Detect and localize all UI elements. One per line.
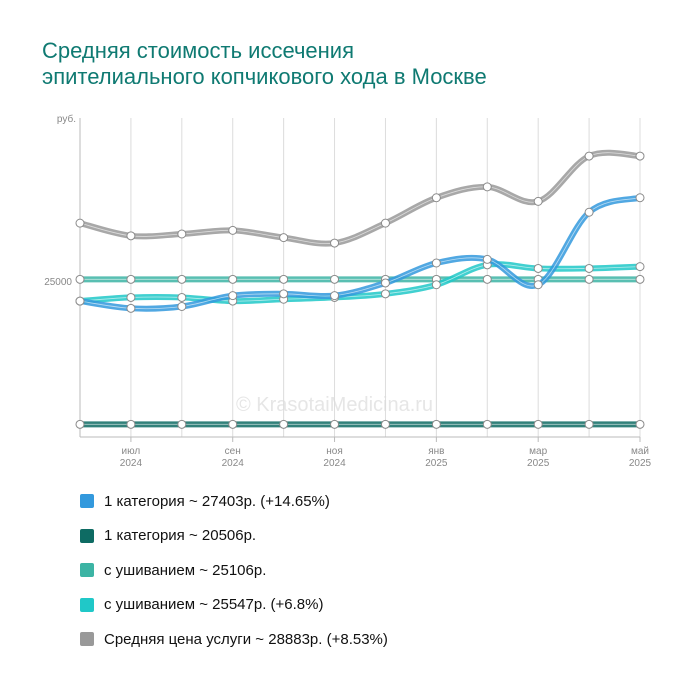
x-tick-label-month: май	[631, 446, 649, 457]
legend-label: с ушиванием ~ 25547р. (+6.8%)	[104, 596, 324, 614]
data-point	[126, 231, 136, 241]
data-point	[279, 233, 289, 243]
data-point	[635, 274, 645, 284]
x-tick-label-year: 2024	[323, 458, 346, 469]
data-point	[431, 258, 441, 268]
data-point	[635, 262, 645, 272]
data-point	[482, 419, 492, 429]
x-tick-label-year: 2025	[527, 458, 550, 469]
legend-swatch	[80, 494, 94, 509]
legend-label: с ушиванием ~ 25106р.	[104, 561, 267, 579]
data-point	[380, 278, 390, 288]
legend-swatch	[80, 563, 94, 578]
data-point	[228, 419, 238, 429]
data-point	[228, 225, 238, 235]
legend-swatch	[80, 597, 94, 612]
legend-label: 1 категория ~ 20506р.	[104, 527, 257, 545]
data-point	[177, 419, 187, 429]
legend-item: с ушиванием ~ 25547р. (+6.8%)	[80, 588, 388, 623]
data-point	[584, 151, 594, 161]
legend-label: Средняя цена услуги ~ 28883р. (+8.53%)	[104, 630, 388, 648]
x-tick-label-month: июл	[122, 446, 141, 457]
legend-swatch	[80, 632, 94, 647]
legend-item: с ушиванием ~ 25106р.	[80, 553, 388, 588]
data-point	[584, 263, 594, 273]
data-point	[279, 274, 289, 284]
data-point	[75, 274, 85, 284]
legend: 1 категория ~ 27403р. (+14.65%) 1 категор…	[80, 484, 388, 657]
x-tick-label-month: ноя	[326, 446, 343, 457]
data-point	[533, 280, 543, 290]
x-tick-label-year: 2025	[425, 458, 448, 469]
data-point	[177, 292, 187, 302]
y-axis-unit-label: руб.	[57, 113, 76, 125]
data-point	[584, 207, 594, 217]
data-point	[177, 274, 187, 284]
series-line	[77, 194, 643, 312]
y-tick-label: 25000	[44, 277, 72, 288]
data-point	[279, 289, 289, 299]
data-point	[177, 229, 187, 239]
data-point	[431, 280, 441, 290]
data-point	[228, 291, 238, 301]
x-tick-label-month: сен	[225, 446, 241, 457]
series-line-highlight	[79, 152, 641, 245]
data-point	[330, 238, 340, 248]
data-point	[482, 254, 492, 264]
legend-item: Средняя цена услуги ~ 28883р. (+8.53%)	[80, 622, 388, 657]
data-point	[380, 218, 390, 228]
data-point	[431, 419, 441, 429]
data-point	[177, 302, 187, 311]
legend-swatch	[80, 528, 94, 543]
x-tick-label-year: 2025	[629, 458, 652, 469]
data-point	[533, 263, 543, 273]
x-tick-label-month: мар	[529, 446, 547, 457]
data-point	[126, 292, 136, 302]
legend-label: 1 категория ~ 27403р. (+14.65%)	[104, 492, 330, 510]
x-tick-label-month: янв	[428, 446, 444, 457]
data-point	[228, 274, 238, 284]
data-point	[75, 296, 85, 306]
data-point	[635, 419, 645, 429]
chart-title-line-2: эпителиального копчикового хода в Москве	[42, 64, 487, 89]
data-point	[482, 182, 492, 192]
x-tick-label-year: 2024	[222, 458, 245, 469]
data-point	[584, 419, 594, 429]
data-point	[330, 291, 340, 301]
data-point	[330, 274, 340, 284]
data-point	[635, 151, 645, 161]
data-point	[330, 419, 340, 429]
data-point	[75, 419, 85, 429]
data-point	[380, 289, 390, 299]
x-tick-label-year: 2024	[120, 458, 143, 469]
data-point	[635, 193, 645, 203]
data-point	[533, 196, 543, 206]
data-point	[75, 218, 85, 228]
data-point	[279, 419, 289, 429]
series-line	[77, 149, 643, 247]
data-point	[380, 419, 390, 429]
chart-title: Средняя стоимость иссечения эпителиально…	[42, 38, 662, 90]
data-point	[482, 274, 492, 284]
legend-item: 1 категория ~ 27403р. (+14.65%)	[80, 484, 388, 519]
data-point	[431, 193, 441, 203]
chart-title-line-1: Средняя стоимость иссечения	[42, 38, 355, 63]
data-point	[584, 274, 594, 284]
data-point	[533, 419, 543, 429]
data-point	[126, 303, 136, 313]
data-point	[126, 419, 136, 429]
data-point	[126, 274, 136, 284]
legend-item: 1 категория ~ 20506р.	[80, 519, 388, 554]
